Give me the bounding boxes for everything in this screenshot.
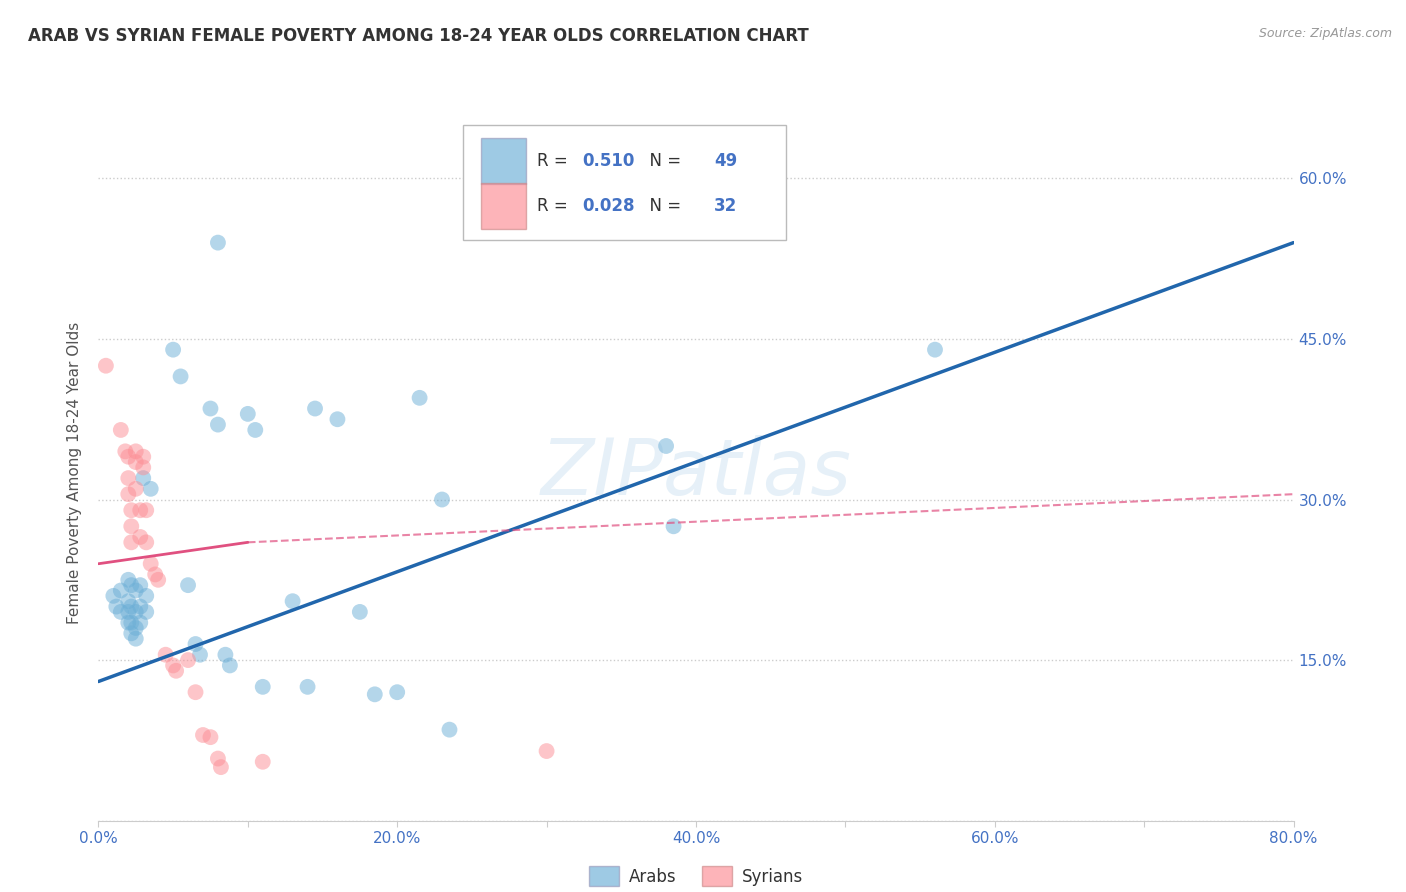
Point [252,755,274,769]
Point [385,685,409,699]
Point [326,412,349,426]
Point [214,648,236,662]
Point [120,519,142,533]
Text: R =: R = [537,197,574,215]
Text: 0.028: 0.028 [582,197,636,215]
Point [236,407,259,421]
Point [132,450,155,464]
Point [125,605,148,619]
FancyBboxPatch shape [463,125,786,240]
Point [184,637,207,651]
Point [129,503,152,517]
Point [117,450,139,464]
Point [252,680,274,694]
Point [209,760,232,774]
Point [143,567,166,582]
Legend: Arabs, Syrians: Arabs, Syrians [582,860,810,892]
Point [125,482,148,496]
Point [662,519,685,533]
Point [184,685,207,699]
Point [120,535,142,549]
Point [219,658,242,673]
Point [110,583,132,598]
Point [155,648,177,662]
Point [94,359,117,373]
Point [148,573,170,587]
Point [120,503,142,517]
Point [125,583,148,598]
Point [188,648,211,662]
Point [120,615,142,630]
Y-axis label: Female Poverty Among 18-24 Year Olds: Female Poverty Among 18-24 Year Olds [67,322,83,624]
Point [117,487,139,501]
Point [200,401,222,416]
Point [117,615,139,630]
Point [536,744,558,758]
Point [408,391,430,405]
Text: N =: N = [638,197,686,215]
Point [139,482,162,496]
Point [135,503,157,517]
Point [117,573,139,587]
Point [207,751,229,765]
Point [162,658,184,673]
Point [207,417,229,432]
Point [135,589,157,603]
Point [125,621,148,635]
FancyBboxPatch shape [481,137,526,184]
Point [110,423,132,437]
Point [177,653,200,667]
Point [103,589,125,603]
Point [191,728,214,742]
Point [281,594,304,608]
Point [349,605,371,619]
Text: 49: 49 [714,152,737,169]
Point [105,599,128,614]
Point [135,605,157,619]
Point [129,578,152,592]
Point [207,235,229,250]
Point [120,578,142,592]
Point [129,599,152,614]
Text: Source: ZipAtlas.com: Source: ZipAtlas.com [1258,27,1392,40]
FancyBboxPatch shape [481,183,526,229]
Point [120,599,142,614]
Point [430,492,453,507]
Point [125,632,148,646]
Point [924,343,946,357]
Point [245,423,267,437]
Point [439,723,461,737]
Point [114,444,136,458]
Text: ZIPatlas: ZIPatlas [540,434,852,511]
Point [117,605,139,619]
Point [297,680,319,694]
Text: N =: N = [638,152,686,169]
Point [135,535,157,549]
Point [132,471,155,485]
Point [304,401,326,416]
Point [117,594,139,608]
Text: ARAB VS SYRIAN FEMALE POVERTY AMONG 18-24 YEAR OLDS CORRELATION CHART: ARAB VS SYRIAN FEMALE POVERTY AMONG 18-2… [28,27,808,45]
Point [200,730,222,744]
Point [120,626,142,640]
Point [117,471,139,485]
Point [125,455,148,469]
Point [169,369,191,384]
Point [655,439,678,453]
Point [165,664,187,678]
Text: R =: R = [537,152,574,169]
Point [132,460,155,475]
Text: 32: 32 [714,197,737,215]
Point [125,444,148,458]
Point [177,578,200,592]
Point [129,530,152,544]
Point [364,687,387,701]
Point [110,605,132,619]
Point [162,343,184,357]
Point [139,557,162,571]
Text: 0.510: 0.510 [582,152,636,169]
Point [129,615,152,630]
